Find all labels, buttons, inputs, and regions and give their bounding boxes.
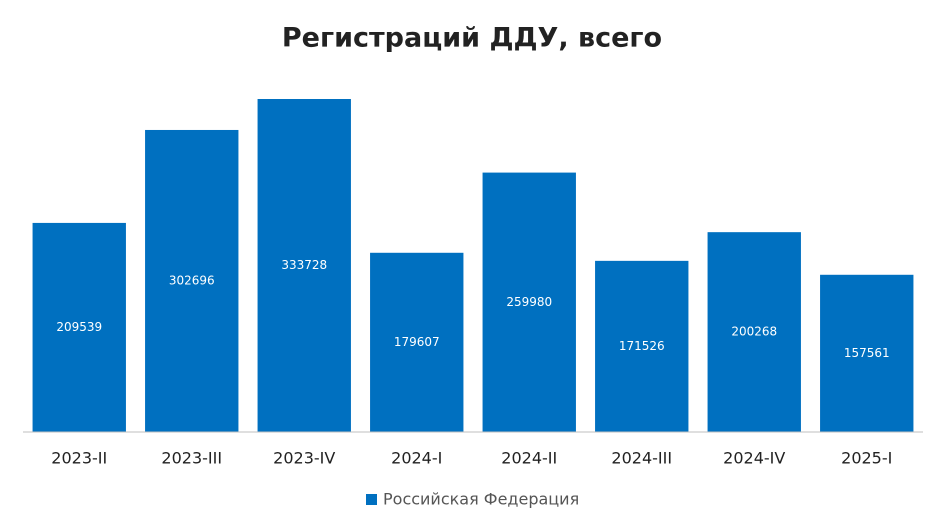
bar bbox=[145, 129, 239, 433]
bar bbox=[820, 274, 914, 432]
bar bbox=[707, 232, 801, 432]
x-tick-label: 2023-II bbox=[51, 449, 107, 468]
x-tick-label: 2024-II bbox=[501, 449, 557, 468]
bar bbox=[595, 260, 689, 432]
bar bbox=[370, 252, 464, 432]
x-tick-label: 2023-IV bbox=[273, 449, 335, 468]
value-label: 259980 bbox=[506, 295, 552, 309]
value-label: 157561 bbox=[844, 346, 890, 360]
x-tick-label: 2024-III bbox=[611, 449, 672, 468]
legend-label: Российская Федерация bbox=[383, 490, 579, 509]
value-label: 333728 bbox=[281, 258, 327, 272]
bar bbox=[257, 99, 351, 432]
x-tick-label: 2024-I bbox=[391, 449, 442, 468]
bar bbox=[32, 222, 126, 432]
bar bbox=[482, 172, 576, 432]
x-tick-label: 2023-III bbox=[161, 449, 222, 468]
value-label: 179607 bbox=[394, 335, 440, 349]
value-label: 302696 bbox=[169, 273, 215, 287]
value-label: 171526 bbox=[619, 339, 665, 353]
legend-swatch bbox=[366, 494, 377, 505]
value-label: 200268 bbox=[731, 325, 777, 339]
value-label: 209539 bbox=[56, 320, 102, 334]
x-tick-label: 2024-IV bbox=[723, 449, 785, 468]
chart-title: Регистраций ДДУ, всего bbox=[282, 23, 662, 54]
x-tick-label: 2025-I bbox=[841, 449, 892, 468]
